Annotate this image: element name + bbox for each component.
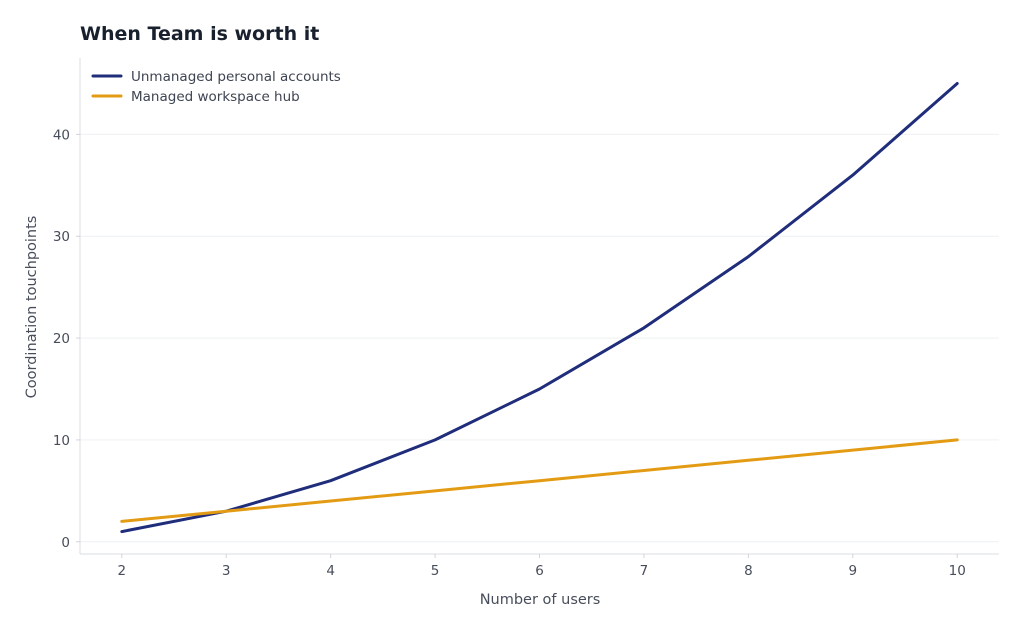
y-axis-ticks: 0 10 20 30 40 xyxy=(53,127,80,551)
legend-label-managed-workspace-hub: Managed workspace hub xyxy=(131,89,300,105)
x-tick-label-4: 4 xyxy=(326,563,335,579)
x-tick-label-2: 2 xyxy=(117,563,126,579)
x-axis-label: Number of users xyxy=(480,592,601,608)
y-tick-label-0: 0 xyxy=(61,535,70,551)
y-tick-label-10: 10 xyxy=(53,433,70,449)
legend-label-unmanaged-personal-accounts: Unmanaged personal accounts xyxy=(131,69,341,85)
chart-title: When Team is worth it xyxy=(80,23,319,45)
x-tick-label-10: 10 xyxy=(949,563,966,579)
y-tick-label-30: 30 xyxy=(53,229,70,245)
y-tick-label-40: 40 xyxy=(53,127,70,143)
x-tick-label-3: 3 xyxy=(222,563,231,579)
x-tick-label-8: 8 xyxy=(744,563,753,579)
legend: Unmanaged personal accounts Managed work… xyxy=(91,69,341,105)
x-axis-ticks: 2 3 4 5 6 7 8 9 10 xyxy=(117,554,966,579)
series-line-managed-workspace-hub xyxy=(120,438,959,523)
series-line-unmanaged-personal-accounts xyxy=(120,82,959,534)
x-tick-label-9: 9 xyxy=(848,563,857,579)
grid-lines xyxy=(80,133,999,543)
x-tick-label-7: 7 xyxy=(640,563,649,579)
x-tick-label-6: 6 xyxy=(535,563,544,579)
x-tick-label-5: 5 xyxy=(431,563,440,579)
y-axis-label: Coordination touchpoints xyxy=(24,216,40,399)
y-tick-label-20: 20 xyxy=(53,331,70,347)
series-lines xyxy=(120,82,959,534)
